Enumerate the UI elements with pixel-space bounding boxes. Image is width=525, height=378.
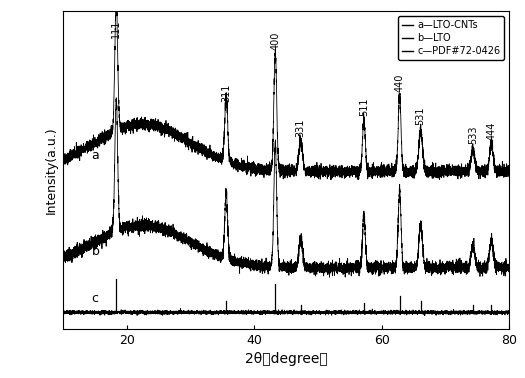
Text: 400: 400: [270, 32, 280, 50]
Text: c: c: [92, 292, 99, 305]
Text: 533: 533: [468, 126, 478, 144]
Text: 111: 111: [111, 20, 121, 39]
Y-axis label: Intensity(a.u.): Intensity(a.u.): [45, 126, 57, 214]
Text: 311: 311: [221, 84, 231, 102]
Text: 331: 331: [296, 119, 306, 137]
Legend: a—LTO-CNTs, b—LTO, c—PDF#72-0426: a—LTO-CNTs, b—LTO, c—PDF#72-0426: [398, 16, 505, 60]
X-axis label: 2θ（degree）: 2θ（degree）: [245, 352, 328, 366]
Text: b: b: [92, 245, 100, 258]
Text: a: a: [92, 149, 99, 162]
Text: 444: 444: [486, 121, 497, 139]
Text: 531: 531: [416, 107, 426, 125]
Text: 440: 440: [395, 74, 405, 93]
Text: 511: 511: [359, 98, 369, 116]
